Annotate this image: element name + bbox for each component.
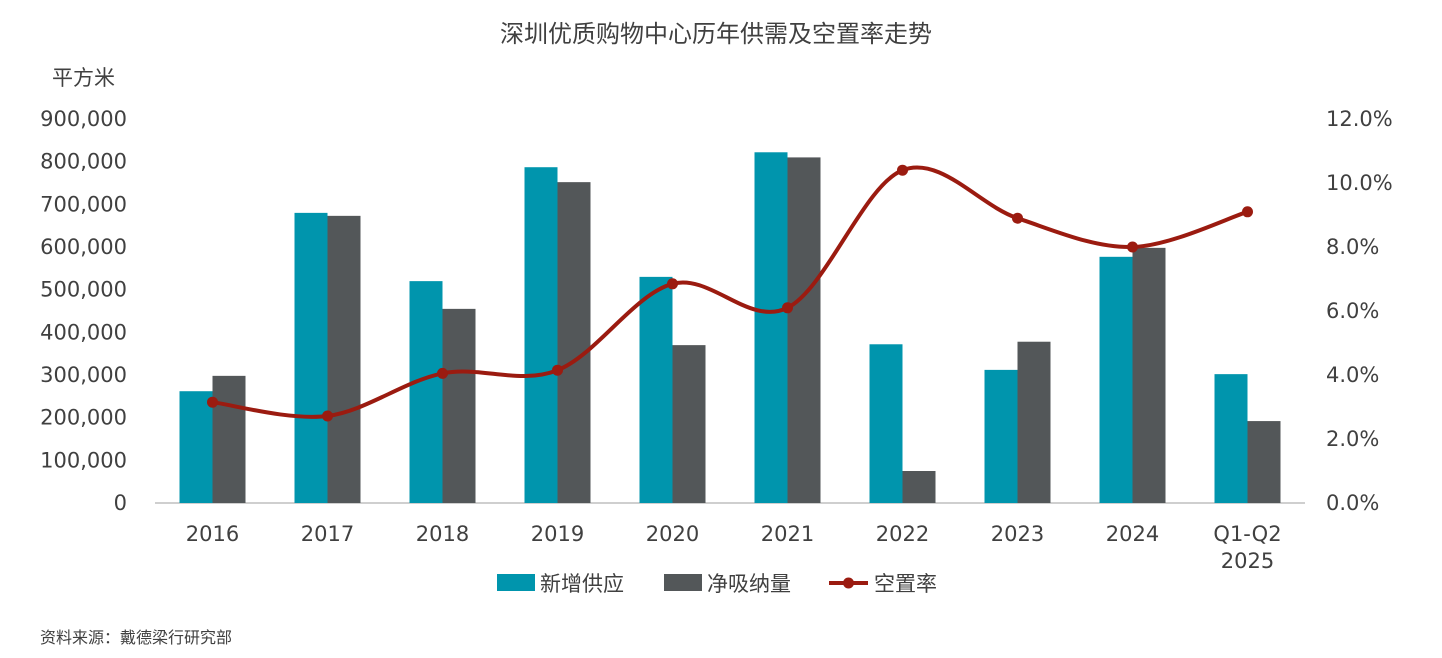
- y-tick-label-right: 6.0%: [1326, 299, 1379, 323]
- bar-new-supply: [869, 344, 903, 503]
- legend-net-absorption: 净吸纳量: [664, 572, 791, 596]
- legend-marker: [843, 577, 854, 589]
- bar-new-supply: [984, 369, 1018, 503]
- legend-vacancy-rate: 空置率: [829, 572, 937, 596]
- vacancy-point: [782, 302, 793, 314]
- x-axis-labels: 2016 2017 2018 2019 2020 2021 2022 2023 2024 Q1-Q…: [186, 522, 1282, 573]
- bar-new-supply: [754, 152, 788, 503]
- bar-net-absorption: [557, 182, 591, 503]
- bar-new-supply: [639, 276, 673, 503]
- vacancy-point: [437, 367, 448, 379]
- bars-group: [179, 152, 1281, 504]
- vacancy-point: [667, 278, 678, 290]
- vacancy-point: [897, 164, 908, 176]
- x-tick-label: 2021: [761, 522, 814, 546]
- y-tick-label-right: 10.0%: [1326, 171, 1393, 195]
- bar-net-absorption: [787, 157, 821, 503]
- y-tick-label-left: 800,000: [40, 150, 127, 174]
- y-tick-label-left: 200,000: [40, 406, 127, 430]
- vacancy-point: [1242, 206, 1253, 218]
- vacancy-points-group: [207, 164, 1253, 422]
- y-tick-label-left: 300,000: [40, 363, 127, 387]
- legend-label: 空置率: [874, 572, 937, 596]
- x-tick-label: 2020: [646, 522, 699, 546]
- bar-net-absorption: [902, 471, 936, 503]
- legend: 新增供应 净吸纳量 空置率: [497, 572, 937, 596]
- y-tick-label-left: 700,000: [40, 192, 127, 216]
- bar-net-absorption: [1132, 247, 1166, 503]
- x-tick-label: 2022: [876, 522, 929, 546]
- y-tick-label-left: 0: [114, 491, 127, 515]
- bar-new-supply: [179, 391, 213, 503]
- y-tick-label-left: 600,000: [40, 235, 127, 259]
- x-tick-label: Q1-Q2 2025: [1213, 522, 1281, 573]
- y-tick-label-left: 500,000: [40, 278, 127, 302]
- legend-swatch: [664, 574, 702, 591]
- bar-net-absorption: [1247, 421, 1281, 503]
- legend-new-supply: 新增供应: [497, 572, 624, 596]
- x-tick-label: 2016: [186, 522, 239, 546]
- bar-new-supply: [1099, 256, 1133, 503]
- legend-swatch: [497, 574, 535, 591]
- y-axis-left: 0 100,000 200,000 300,000 400,000 500,000 600,…: [40, 107, 127, 515]
- y-tick-label-right: 8.0%: [1326, 235, 1379, 259]
- bar-net-absorption: [327, 215, 361, 503]
- y-tick-label-right: 12.0%: [1326, 107, 1393, 131]
- source-note: 资料来源：戴德梁行研究部: [40, 628, 232, 647]
- x-tick-label: 2019: [531, 522, 584, 546]
- y-tick-label-left: 100,000: [40, 448, 127, 472]
- vacancy-point: [207, 396, 218, 408]
- vacancy-point: [1012, 212, 1023, 224]
- x-tick-label: 2023: [991, 522, 1044, 546]
- bar-new-supply: [409, 281, 443, 503]
- bar-net-absorption: [672, 345, 706, 503]
- y-tick-label-right: 0.0%: [1326, 491, 1379, 515]
- bar-net-absorption: [212, 375, 246, 503]
- bar-net-absorption: [1017, 341, 1051, 503]
- bar-net-absorption: [442, 308, 476, 503]
- y-tick-label-right: 2.0%: [1326, 427, 1379, 451]
- legend-label: 净吸纳量: [707, 572, 791, 596]
- y-tick-label-right: 4.0%: [1326, 363, 1379, 387]
- chart-title: 深圳优质购物中心历年供需及空置率走势: [500, 20, 932, 48]
- vacancy-point: [322, 410, 333, 422]
- bar-new-supply: [294, 212, 328, 503]
- y-axis-unit-label: 平方米: [52, 66, 115, 90]
- bar-new-supply: [1214, 374, 1248, 503]
- vacancy-rate-line: [212, 165, 1249, 419]
- legend-label: 新增供应: [540, 572, 624, 596]
- y-tick-label-left: 400,000: [40, 320, 127, 344]
- vacancy-point: [552, 364, 563, 376]
- x-tick-label: 2017: [301, 522, 354, 546]
- x-tick-label: 2024: [1106, 522, 1159, 546]
- y-tick-label-left: 900,000: [40, 107, 127, 131]
- x-tick-label: 2018: [416, 522, 469, 546]
- bar-new-supply: [524, 167, 558, 504]
- vacancy-point: [1127, 241, 1138, 253]
- y-axis-right: 0.0% 2.0% 4.0% 6.0% 8.0% 10.0% 12.0%: [1326, 107, 1393, 515]
